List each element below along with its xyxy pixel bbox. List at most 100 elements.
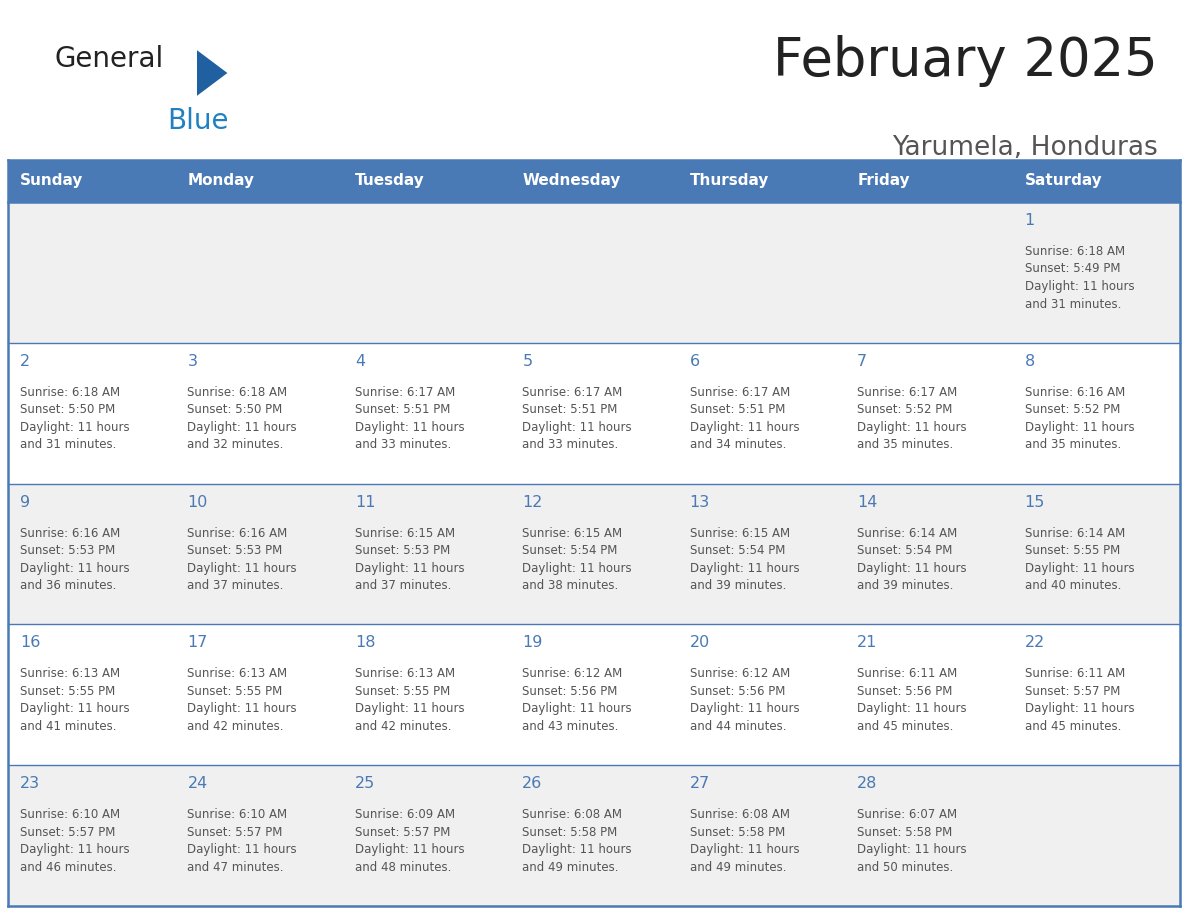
Text: 14: 14: [858, 495, 878, 509]
Text: Sunrise: 6:13 AM: Sunrise: 6:13 AM: [20, 667, 120, 680]
Text: Daylight: 11 hours: Daylight: 11 hours: [355, 844, 465, 856]
Text: Friday: Friday: [858, 174, 910, 188]
Text: Sunset: 5:50 PM: Sunset: 5:50 PM: [188, 403, 283, 416]
Text: Sunrise: 6:08 AM: Sunrise: 6:08 AM: [690, 808, 790, 822]
Bar: [845, 202, 1012, 342]
Bar: [1012, 202, 1180, 342]
Text: Sunset: 5:55 PM: Sunset: 5:55 PM: [188, 685, 283, 698]
Text: Sunrise: 6:15 AM: Sunrise: 6:15 AM: [523, 527, 623, 540]
Text: Daylight: 11 hours: Daylight: 11 hours: [188, 702, 297, 715]
Text: and 31 minutes.: and 31 minutes.: [1024, 297, 1121, 310]
Text: Sunset: 5:53 PM: Sunset: 5:53 PM: [355, 544, 450, 557]
Bar: [1012, 624, 1180, 766]
Text: and 43 minutes.: and 43 minutes.: [523, 720, 619, 733]
Text: Daylight: 11 hours: Daylight: 11 hours: [20, 562, 129, 575]
Text: General: General: [55, 45, 164, 73]
Text: Daylight: 11 hours: Daylight: 11 hours: [858, 420, 967, 434]
Text: Sunrise: 6:18 AM: Sunrise: 6:18 AM: [1024, 245, 1125, 258]
Bar: [845, 342, 1012, 484]
Text: Sunset: 5:57 PM: Sunset: 5:57 PM: [1024, 685, 1120, 698]
Bar: [343, 202, 511, 342]
Bar: [511, 484, 677, 624]
Text: and 49 minutes.: and 49 minutes.: [523, 861, 619, 874]
Text: Sunday: Sunday: [20, 174, 83, 188]
Text: Thursday: Thursday: [690, 174, 769, 188]
Bar: [176, 342, 343, 484]
Text: Sunrise: 6:07 AM: Sunrise: 6:07 AM: [858, 808, 958, 822]
Text: Sunset: 5:57 PM: Sunset: 5:57 PM: [20, 825, 115, 839]
Bar: [511, 766, 677, 906]
Bar: [845, 160, 1012, 202]
Text: and 39 minutes.: and 39 minutes.: [858, 579, 954, 592]
Bar: [845, 624, 1012, 766]
Text: and 35 minutes.: and 35 minutes.: [858, 438, 954, 452]
Bar: [845, 766, 1012, 906]
Text: 23: 23: [20, 777, 40, 791]
Text: Sunset: 5:52 PM: Sunset: 5:52 PM: [858, 403, 953, 416]
Text: Sunset: 5:58 PM: Sunset: 5:58 PM: [690, 825, 785, 839]
Text: Sunrise: 6:16 AM: Sunrise: 6:16 AM: [188, 527, 287, 540]
Text: Sunset: 5:56 PM: Sunset: 5:56 PM: [523, 685, 618, 698]
Text: 16: 16: [20, 635, 40, 650]
Text: 26: 26: [523, 777, 543, 791]
Text: Sunrise: 6:12 AM: Sunrise: 6:12 AM: [523, 667, 623, 680]
Text: 4: 4: [355, 353, 365, 369]
Bar: [1012, 342, 1180, 484]
Text: and 41 minutes.: and 41 minutes.: [20, 720, 116, 733]
Text: Sunset: 5:53 PM: Sunset: 5:53 PM: [188, 544, 283, 557]
Text: Sunrise: 6:14 AM: Sunrise: 6:14 AM: [858, 527, 958, 540]
Text: Daylight: 11 hours: Daylight: 11 hours: [355, 562, 465, 575]
Text: and 40 minutes.: and 40 minutes.: [1024, 579, 1121, 592]
Text: Sunset: 5:51 PM: Sunset: 5:51 PM: [690, 403, 785, 416]
Text: and 42 minutes.: and 42 minutes.: [188, 720, 284, 733]
Text: and 32 minutes.: and 32 minutes.: [188, 438, 284, 452]
Bar: [845, 484, 1012, 624]
Text: 1: 1: [1024, 213, 1035, 228]
Text: Sunset: 5:56 PM: Sunset: 5:56 PM: [858, 685, 953, 698]
Text: Sunrise: 6:17 AM: Sunrise: 6:17 AM: [858, 386, 958, 398]
Text: 5: 5: [523, 353, 532, 369]
Text: and 42 minutes.: and 42 minutes.: [355, 720, 451, 733]
Text: Sunset: 5:51 PM: Sunset: 5:51 PM: [523, 403, 618, 416]
Text: Sunrise: 6:12 AM: Sunrise: 6:12 AM: [690, 667, 790, 680]
Text: Daylight: 11 hours: Daylight: 11 hours: [188, 562, 297, 575]
Bar: [1012, 484, 1180, 624]
Text: 10: 10: [188, 495, 208, 509]
Text: Daylight: 11 hours: Daylight: 11 hours: [355, 702, 465, 715]
Bar: [8, 624, 176, 766]
Text: Sunset: 5:54 PM: Sunset: 5:54 PM: [523, 544, 618, 557]
Text: Sunrise: 6:17 AM: Sunrise: 6:17 AM: [523, 386, 623, 398]
Text: Sunrise: 6:11 AM: Sunrise: 6:11 AM: [858, 667, 958, 680]
Bar: [8, 202, 176, 342]
Text: and 37 minutes.: and 37 minutes.: [188, 579, 284, 592]
Bar: [8, 342, 176, 484]
Text: Sunset: 5:56 PM: Sunset: 5:56 PM: [690, 685, 785, 698]
Bar: [343, 484, 511, 624]
Text: Sunset: 5:50 PM: Sunset: 5:50 PM: [20, 403, 115, 416]
Text: Blue: Blue: [168, 107, 228, 135]
Bar: [511, 624, 677, 766]
Text: 17: 17: [188, 635, 208, 650]
Text: Sunset: 5:57 PM: Sunset: 5:57 PM: [355, 825, 450, 839]
Bar: [677, 766, 845, 906]
Bar: [677, 624, 845, 766]
Text: and 31 minutes.: and 31 minutes.: [20, 438, 116, 452]
Text: and 39 minutes.: and 39 minutes.: [690, 579, 786, 592]
Text: Sunset: 5:51 PM: Sunset: 5:51 PM: [355, 403, 450, 416]
Text: Daylight: 11 hours: Daylight: 11 hours: [523, 420, 632, 434]
Bar: [343, 342, 511, 484]
Text: 13: 13: [690, 495, 710, 509]
Text: and 45 minutes.: and 45 minutes.: [858, 720, 954, 733]
Text: Tuesday: Tuesday: [355, 174, 424, 188]
Text: 2: 2: [20, 353, 30, 369]
Bar: [176, 160, 343, 202]
Text: 22: 22: [1024, 635, 1044, 650]
Bar: [511, 342, 677, 484]
Text: Daylight: 11 hours: Daylight: 11 hours: [188, 844, 297, 856]
Text: Sunset: 5:53 PM: Sunset: 5:53 PM: [20, 544, 115, 557]
Text: 8: 8: [1024, 353, 1035, 369]
Text: Sunrise: 6:17 AM: Sunrise: 6:17 AM: [355, 386, 455, 398]
Text: Sunset: 5:49 PM: Sunset: 5:49 PM: [1024, 263, 1120, 275]
Text: Yarumela, Honduras: Yarumela, Honduras: [892, 135, 1158, 161]
Bar: [176, 624, 343, 766]
